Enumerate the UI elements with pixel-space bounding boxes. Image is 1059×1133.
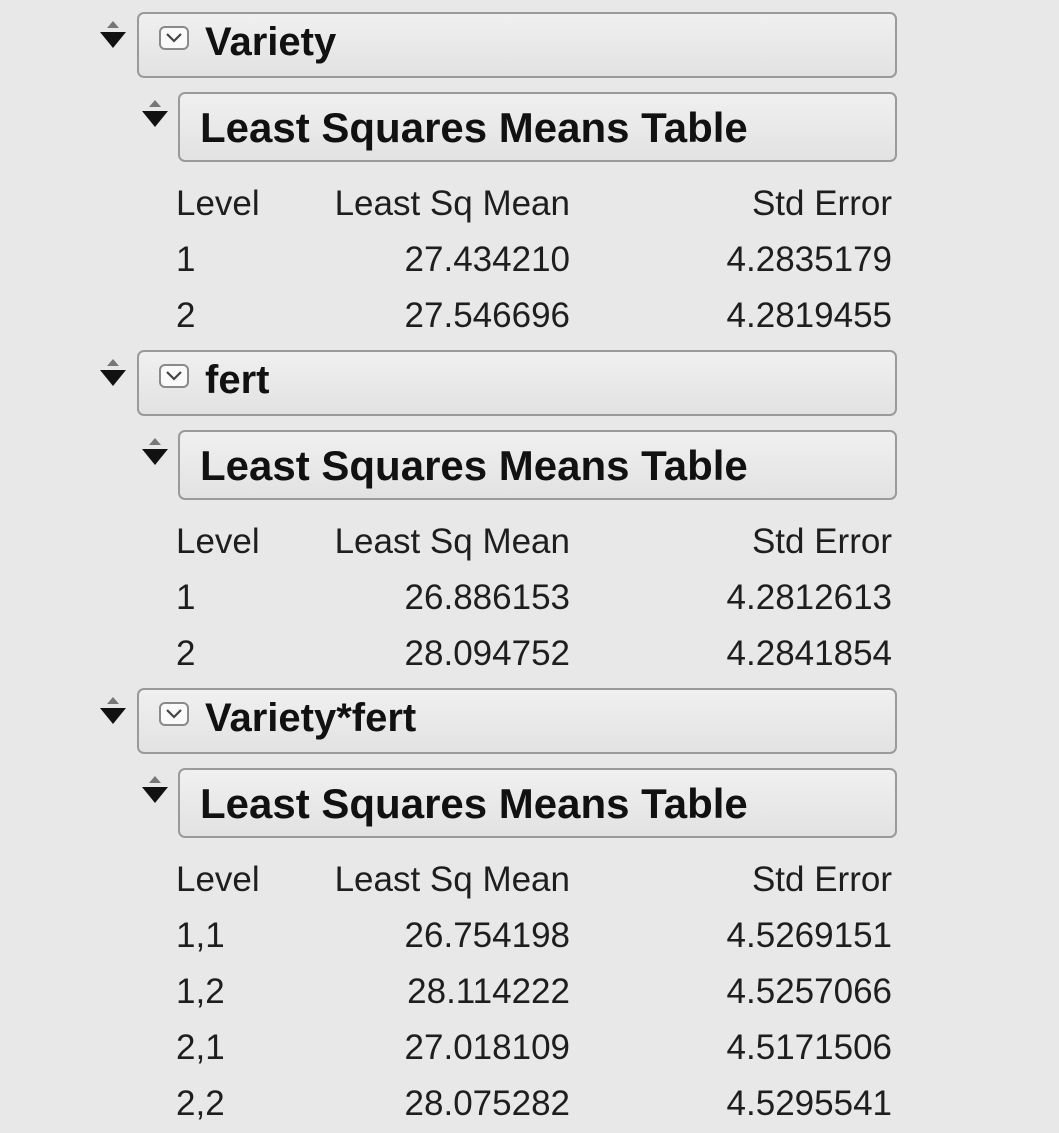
cell-mean: 28.075282 — [404, 1084, 570, 1123]
lsm-table-header[interactable]: Least Squares Means Table — [178, 430, 897, 500]
column-header-mean: Least Sq Mean — [334, 522, 570, 561]
report-title: Variety*fert — [205, 696, 417, 740]
disclosure-triangle-icon[interactable] — [98, 694, 128, 734]
disclosure-triangle-icon[interactable] — [140, 773, 170, 813]
cell-mean: 27.434210 — [404, 240, 570, 279]
cell-std-error: 4.2812613 — [726, 578, 892, 617]
table-row: 2,1 27.018109 4.5171506 — [170, 1020, 900, 1076]
lsm-table-title: Least Squares Means Table — [200, 442, 748, 489]
table-header-row: Level Least Sq Mean Std Error — [170, 176, 900, 232]
lsm-table: Level Least Sq Mean Std Error 1 27.43421… — [170, 176, 900, 344]
column-header-std-error: Std Error — [751, 860, 892, 899]
cell-mean: 28.114222 — [407, 972, 570, 1011]
cell-level: 2 — [176, 634, 196, 673]
lsm-table-title: Least Squares Means Table — [200, 104, 748, 151]
cell-std-error: 4.5295541 — [726, 1084, 892, 1123]
table-row: 1,1 26.754198 4.5269151 — [170, 908, 900, 964]
cell-mean: 26.754198 — [404, 916, 570, 955]
report-header-variety[interactable]: Variety — [137, 12, 897, 78]
report-title: fert — [205, 358, 270, 402]
cell-level: 1,1 — [176, 916, 225, 955]
collapse-chevron-icon[interactable] — [159, 26, 189, 50]
cell-mean: 27.018109 — [404, 1028, 570, 1067]
lsm-table: Level Least Sq Mean Std Error 1 26.88615… — [170, 514, 900, 682]
table-row: 1 27.434210 4.2835179 — [170, 232, 900, 288]
cell-mean: 27.546696 — [404, 296, 570, 335]
report-header-fert[interactable]: fert — [137, 350, 897, 416]
cell-std-error: 4.2835179 — [726, 240, 892, 279]
column-header-std-error: Std Error — [751, 522, 892, 561]
disclosure-triangle-icon[interactable] — [140, 435, 170, 475]
disclosure-triangle-icon[interactable] — [140, 97, 170, 137]
column-header-level: Level — [176, 522, 260, 561]
cell-std-error: 4.2841854 — [726, 634, 892, 673]
cell-level: 1,2 — [176, 972, 225, 1011]
disclosure-triangle-icon[interactable] — [98, 356, 128, 396]
lsm-table-title: Least Squares Means Table — [200, 780, 748, 827]
cell-level: 1 — [176, 578, 196, 617]
cell-level: 1 — [176, 240, 196, 279]
column-header-mean: Least Sq Mean — [334, 860, 570, 899]
cell-mean: 28.094752 — [404, 634, 570, 673]
table-row: 2 27.546696 4.2819455 — [170, 288, 900, 344]
collapse-chevron-icon[interactable] — [159, 364, 189, 388]
table-header-row: Level Least Sq Mean Std Error — [170, 852, 900, 908]
column-header-std-error: Std Error — [751, 184, 892, 223]
disclosure-triangle-icon[interactable] — [98, 18, 128, 58]
table-row: 1,2 28.114222 4.5257066 — [170, 964, 900, 1020]
report-header-variety-fert[interactable]: Variety*fert — [137, 688, 897, 754]
cell-level: 2,1 — [176, 1028, 225, 1067]
cell-level: 2,2 — [176, 1084, 225, 1123]
report-title: Variety — [205, 20, 337, 64]
table-row: 2,2 28.075282 4.5295541 — [170, 1076, 900, 1132]
lsm-table-header[interactable]: Least Squares Means Table — [178, 92, 897, 162]
cell-std-error: 4.5269151 — [726, 916, 892, 955]
cell-std-error: 4.5171506 — [726, 1028, 892, 1067]
column-header-mean: Least Sq Mean — [334, 184, 570, 223]
table-header-row: Level Least Sq Mean Std Error — [170, 514, 900, 570]
cell-std-error: 4.2819455 — [726, 296, 892, 335]
lsm-table: Level Least Sq Mean Std Error 1,1 26.754… — [170, 852, 900, 1132]
table-row: 2 28.094752 4.2841854 — [170, 626, 900, 682]
cell-mean: 26.886153 — [404, 578, 570, 617]
column-header-level: Level — [176, 184, 260, 223]
cell-level: 2 — [176, 296, 196, 335]
cell-std-error: 4.5257066 — [726, 972, 892, 1011]
table-row: 1 26.886153 4.2812613 — [170, 570, 900, 626]
column-header-level: Level — [176, 860, 260, 899]
lsm-table-header[interactable]: Least Squares Means Table — [178, 768, 897, 838]
collapse-chevron-icon[interactable] — [159, 702, 189, 726]
